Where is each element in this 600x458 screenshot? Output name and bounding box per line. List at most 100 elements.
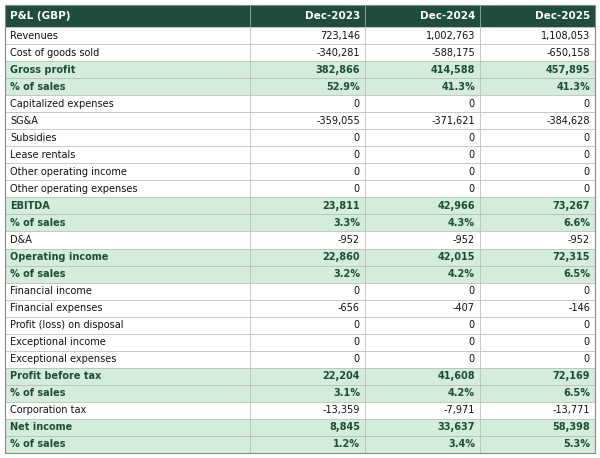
Text: 0: 0 bbox=[584, 98, 590, 109]
Text: -359,055: -359,055 bbox=[316, 116, 360, 125]
Bar bbox=[480, 197, 595, 214]
Text: -650,158: -650,158 bbox=[547, 48, 590, 58]
Bar bbox=[365, 129, 480, 146]
Text: 0: 0 bbox=[584, 167, 590, 177]
Bar bbox=[5, 249, 250, 266]
Text: 1,002,763: 1,002,763 bbox=[425, 31, 475, 40]
Text: Profit before tax: Profit before tax bbox=[10, 371, 101, 382]
Text: 0: 0 bbox=[584, 184, 590, 194]
Text: Dec-2024: Dec-2024 bbox=[419, 11, 475, 21]
Text: 0: 0 bbox=[469, 354, 475, 364]
Text: % of sales: % of sales bbox=[10, 218, 65, 228]
Bar bbox=[5, 61, 250, 78]
Bar bbox=[480, 112, 595, 129]
Text: Lease rentals: Lease rentals bbox=[10, 150, 76, 160]
Bar bbox=[365, 436, 480, 453]
Bar bbox=[480, 419, 595, 436]
Bar bbox=[250, 78, 365, 95]
Text: 0: 0 bbox=[354, 150, 360, 160]
Text: Capitalized expenses: Capitalized expenses bbox=[10, 98, 114, 109]
Text: Corporation tax: Corporation tax bbox=[10, 405, 86, 415]
Bar bbox=[5, 197, 250, 214]
Text: -656: -656 bbox=[338, 303, 360, 313]
Bar bbox=[250, 385, 365, 402]
Text: Operating income: Operating income bbox=[10, 252, 109, 262]
Bar bbox=[250, 402, 365, 419]
Bar bbox=[480, 402, 595, 419]
Text: 22,204: 22,204 bbox=[322, 371, 360, 382]
Text: -13,359: -13,359 bbox=[323, 405, 360, 415]
Text: 41.3%: 41.3% bbox=[441, 82, 475, 92]
Text: -588,175: -588,175 bbox=[431, 48, 475, 58]
Bar bbox=[5, 266, 250, 283]
Text: % of sales: % of sales bbox=[10, 82, 65, 92]
Text: 33,637: 33,637 bbox=[437, 422, 475, 432]
Bar bbox=[5, 180, 250, 197]
Bar bbox=[5, 44, 250, 61]
Bar bbox=[5, 385, 250, 402]
Text: 73,267: 73,267 bbox=[553, 201, 590, 211]
Text: -340,281: -340,281 bbox=[316, 48, 360, 58]
Bar bbox=[5, 27, 250, 44]
Text: 4.2%: 4.2% bbox=[448, 269, 475, 279]
Bar bbox=[250, 61, 365, 78]
Bar bbox=[5, 351, 250, 368]
Bar bbox=[250, 197, 365, 214]
Bar bbox=[365, 300, 480, 316]
Bar bbox=[365, 146, 480, 164]
Text: Other operating expenses: Other operating expenses bbox=[10, 184, 137, 194]
Bar bbox=[365, 180, 480, 197]
Text: EBITDA: EBITDA bbox=[10, 201, 50, 211]
Text: SG&A: SG&A bbox=[10, 116, 38, 125]
Bar bbox=[480, 231, 595, 249]
Bar bbox=[365, 164, 480, 180]
Bar bbox=[480, 316, 595, 334]
Bar bbox=[480, 129, 595, 146]
Text: Dec-2025: Dec-2025 bbox=[535, 11, 590, 21]
Text: 41,608: 41,608 bbox=[437, 371, 475, 382]
Text: 0: 0 bbox=[469, 167, 475, 177]
Bar bbox=[365, 78, 480, 95]
Text: 0: 0 bbox=[584, 286, 590, 296]
Bar bbox=[365, 44, 480, 61]
Text: 0: 0 bbox=[469, 286, 475, 296]
Text: 8,845: 8,845 bbox=[329, 422, 360, 432]
Text: -146: -146 bbox=[568, 303, 590, 313]
Text: 3.4%: 3.4% bbox=[448, 440, 475, 449]
Text: 6.5%: 6.5% bbox=[563, 388, 590, 398]
Text: 0: 0 bbox=[354, 167, 360, 177]
Bar bbox=[480, 351, 595, 368]
Bar bbox=[365, 385, 480, 402]
Bar bbox=[480, 95, 595, 112]
Bar bbox=[480, 283, 595, 300]
Bar bbox=[250, 283, 365, 300]
Bar bbox=[250, 316, 365, 334]
Text: -952: -952 bbox=[453, 235, 475, 245]
Bar bbox=[5, 283, 250, 300]
Text: -952: -952 bbox=[568, 235, 590, 245]
Text: Subsidies: Subsidies bbox=[10, 133, 56, 143]
Text: Exceptional expenses: Exceptional expenses bbox=[10, 354, 116, 364]
Bar bbox=[5, 402, 250, 419]
Text: % of sales: % of sales bbox=[10, 388, 65, 398]
Text: 23,811: 23,811 bbox=[322, 201, 360, 211]
Text: 0: 0 bbox=[469, 98, 475, 109]
Bar bbox=[5, 368, 250, 385]
Bar bbox=[365, 266, 480, 283]
Bar bbox=[250, 214, 365, 231]
Bar bbox=[365, 402, 480, 419]
Bar bbox=[5, 5, 250, 27]
Bar bbox=[250, 300, 365, 316]
Text: 0: 0 bbox=[354, 133, 360, 143]
Text: 0: 0 bbox=[469, 320, 475, 330]
Text: 0: 0 bbox=[584, 320, 590, 330]
Bar bbox=[250, 146, 365, 164]
Text: 1,108,053: 1,108,053 bbox=[541, 31, 590, 40]
Text: 72,169: 72,169 bbox=[553, 371, 590, 382]
Text: -13,771: -13,771 bbox=[553, 405, 590, 415]
Bar bbox=[250, 27, 365, 44]
Bar bbox=[5, 334, 250, 351]
Text: % of sales: % of sales bbox=[10, 440, 65, 449]
Text: Exceptional income: Exceptional income bbox=[10, 337, 106, 347]
Bar bbox=[250, 266, 365, 283]
